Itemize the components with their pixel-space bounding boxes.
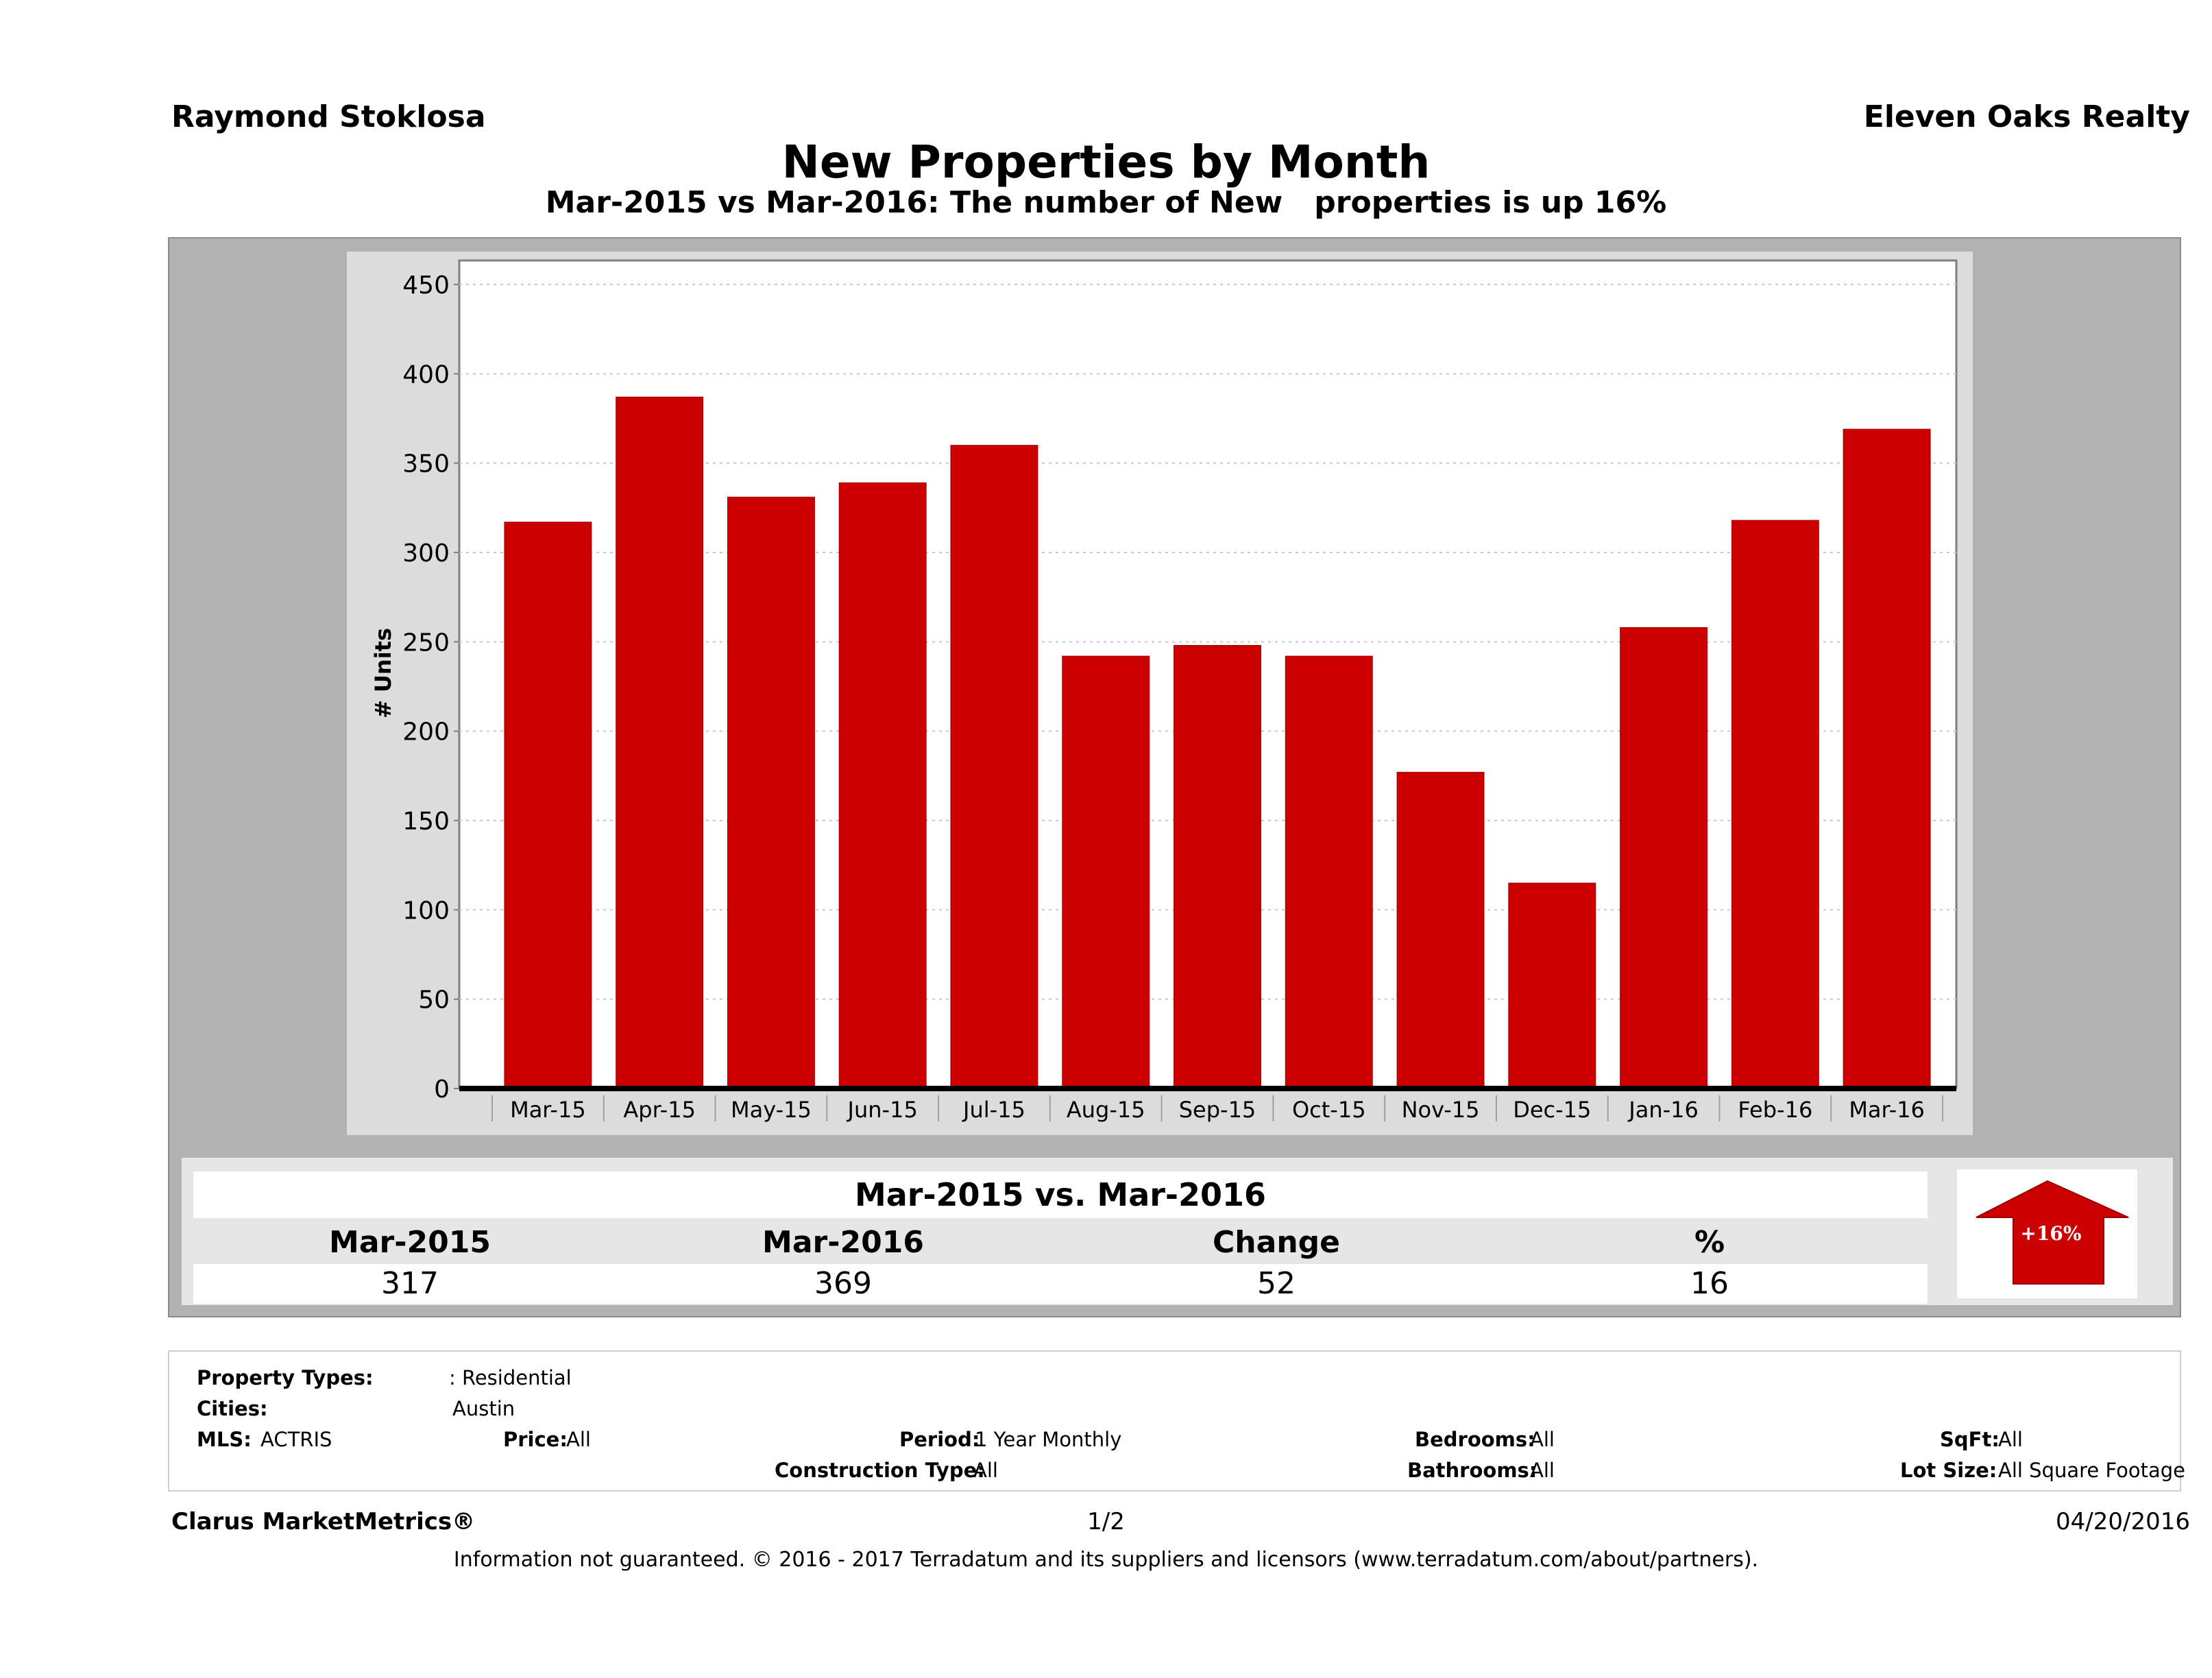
y-tick-label: 400 (402, 361, 450, 389)
filter-value-cities: Austin (452, 1397, 515, 1420)
filter-value-period: 1 Year Monthly (975, 1428, 1122, 1451)
x-tick-label: May-15 (731, 1097, 812, 1123)
change-badge-label: +16% (2020, 1222, 2081, 1245)
x-tick-label: Aug-15 (1067, 1097, 1145, 1123)
bar-mar-15 (504, 522, 592, 1089)
filter-value-bathrooms: All (1530, 1459, 1555, 1482)
filter-label-cities: Cities: (197, 1397, 268, 1420)
x-axis-ticks: Mar-15 Apr-15 May-15 Jun-15 Jul-15 Aug-15 Sep-… (491, 1095, 1943, 1123)
filter-label-bathrooms: Bathrooms: (1407, 1459, 1538, 1482)
bar-nov-15 (1396, 772, 1485, 1089)
summary-title: Mar-2015 vs. Mar-2016 (193, 1171, 1928, 1218)
summary-value-end: 369 (814, 1266, 872, 1301)
page-number: 1/2 (1087, 1508, 1125, 1535)
x-tick-label: Sep-15 (1179, 1097, 1256, 1123)
filter-label-price: Price: (503, 1428, 568, 1451)
filter-value-price: All (566, 1428, 591, 1451)
y-tick-label: 450 (402, 271, 450, 300)
filter-label-mls: MLS: (197, 1428, 252, 1451)
filter-label-lot-size: Lot Size: (1900, 1459, 1997, 1482)
summary-header-percent: % (1694, 1225, 1725, 1260)
x-tick-label: Nov-15 (1402, 1097, 1480, 1123)
filter-label-construction-type: Construction Type: (775, 1459, 985, 1482)
summary-value-change: 52 (1257, 1266, 1296, 1301)
filter-label-bedrooms: Bedrooms: (1415, 1428, 1535, 1451)
y-tick-label: 200 (402, 718, 450, 746)
y-tick-label: 100 (402, 897, 450, 925)
bar-aug-15 (1062, 655, 1150, 1089)
x-tick-label: Jan-16 (1627, 1097, 1699, 1123)
bar-mar-16 (1843, 428, 1931, 1089)
chart-title: New Properties by Month (781, 136, 1431, 189)
report-date: 04/20/2016 (2056, 1508, 2190, 1535)
bar-sep-15 (1174, 645, 1261, 1089)
change-badge: +16% (1957, 1169, 2137, 1298)
filter-value-construction-type: All (973, 1459, 998, 1482)
bars (504, 396, 1931, 1089)
summary-header-start: Mar-2015 (329, 1225, 491, 1260)
filter-criteria-box (168, 1350, 2181, 1492)
summary-header-change: Change (1213, 1225, 1340, 1260)
y-axis-ticks: 0 50 100 150 200 250 300 350 400 450 (402, 271, 459, 1104)
disclaimer: Information not guaranteed. © 2016 - 201… (453, 1548, 1759, 1572)
x-tick-label: Jul-15 (962, 1097, 1025, 1123)
filter-value-property-types: : Residential (449, 1366, 572, 1389)
bar-jul-15 (950, 445, 1038, 1089)
bar-may-15 (727, 496, 815, 1089)
y-axis-label: # Units (370, 628, 396, 718)
x-tick-label: Feb-16 (1738, 1097, 1812, 1123)
filter-label-sqft: SqFt: (1940, 1428, 2000, 1451)
filter-label-period: Period: (899, 1428, 980, 1451)
filter-value-sqft: All (1998, 1428, 2023, 1451)
x-tick-label: Oct-15 (1292, 1097, 1366, 1123)
x-tick-label: Mar-15 (510, 1097, 586, 1123)
y-tick-label: 0 (434, 1075, 450, 1104)
x-tick-label: Dec-15 (1513, 1097, 1591, 1123)
x-tick-label: Jun-15 (847, 1097, 918, 1123)
y-tick-label: 250 (402, 629, 450, 657)
summary-value-start: 317 (381, 1266, 439, 1301)
summary-header-end: Mar-2016 (762, 1225, 924, 1260)
bar-jun-15 (838, 482, 927, 1089)
bar-apr-15 (616, 396, 704, 1089)
bar-jan-16 (1620, 627, 1708, 1089)
summary-values-row (193, 1264, 1928, 1304)
footer-brand: Clarus MarketMetrics® (171, 1508, 476, 1535)
agent-name: Raymond Stoklosa (171, 99, 486, 134)
bar-chart: 0 50 100 150 200 250 300 350 400 450 Mar-15 Apr-15… (370, 259, 1958, 1123)
y-tick-label: 150 (402, 807, 450, 836)
y-tick-label: 50 (418, 986, 450, 1014)
bar-dec-15 (1508, 882, 1596, 1089)
brokerage-name: Eleven Oaks Realty (1863, 99, 2190, 134)
y-tick-label: 350 (402, 450, 450, 478)
x-tick-label: Mar-16 (1849, 1097, 1925, 1123)
bar-feb-16 (1731, 520, 1819, 1089)
filter-value-mls: ACTRIS (260, 1428, 332, 1451)
filter-value-lot-size: All Square Footage (1998, 1459, 2186, 1482)
summary-value-percent: 16 (1690, 1266, 1729, 1301)
filter-value-bedrooms: All (1530, 1428, 1555, 1451)
y-tick-label: 300 (402, 539, 450, 568)
x-tick-label: Apr-15 (623, 1097, 696, 1123)
chart-subtitle: Mar-2015 vs Mar-2016: The number of New … (545, 185, 1667, 220)
bar-oct-15 (1285, 655, 1373, 1089)
up-arrow-icon: +16% (1976, 1180, 2129, 1285)
filter-label-property-types: Property Types: (197, 1366, 374, 1389)
